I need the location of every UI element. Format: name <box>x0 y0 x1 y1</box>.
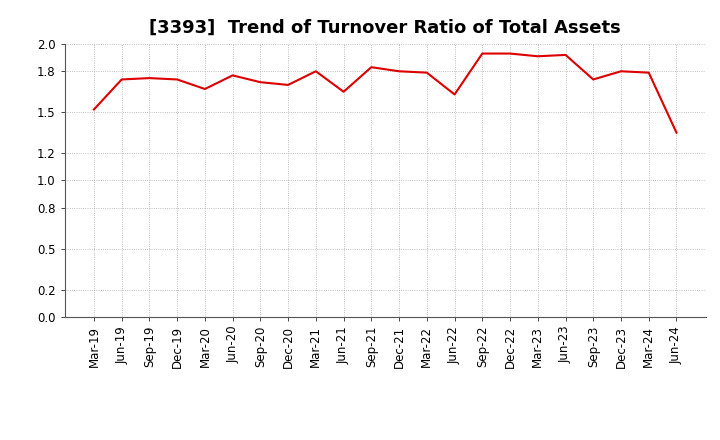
Title: [3393]  Trend of Turnover Ratio of Total Assets: [3393] Trend of Turnover Ratio of Total … <box>149 19 621 37</box>
